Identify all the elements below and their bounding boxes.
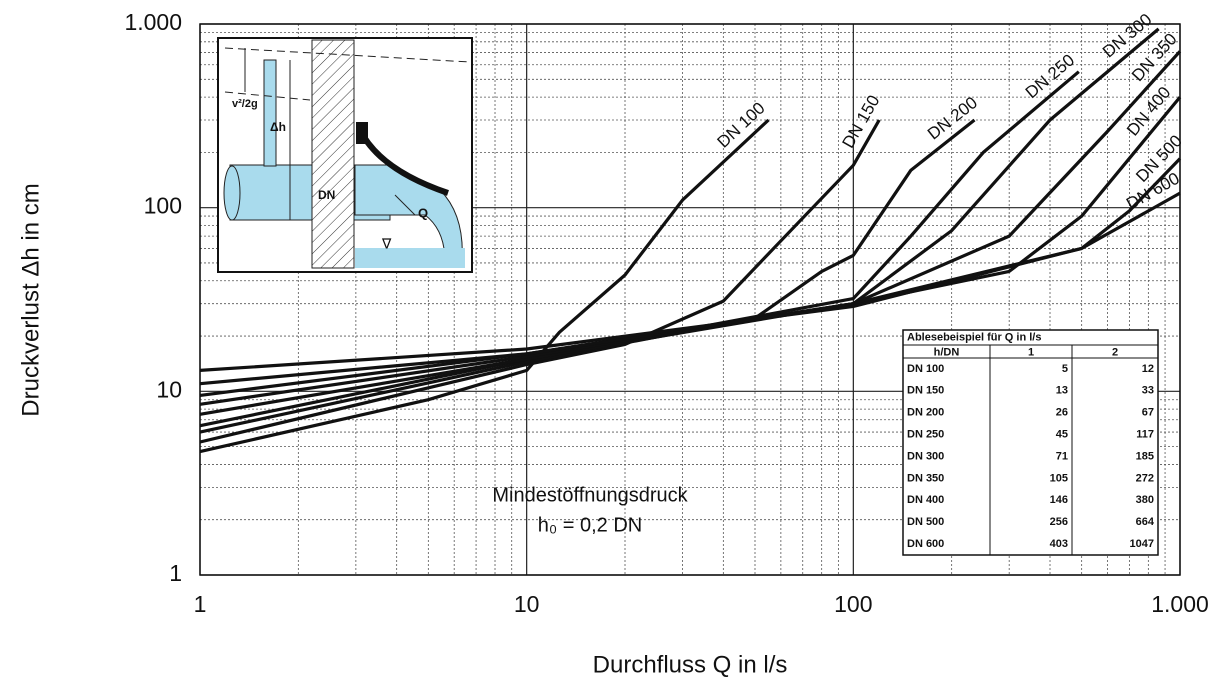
- table-cell: 272: [1136, 472, 1154, 484]
- inset-label: v²/2g: [232, 98, 258, 110]
- annotation: Mindestöffnungsdruck: [492, 484, 688, 506]
- table-cell: 185: [1136, 450, 1154, 462]
- table-cell: 12: [1142, 363, 1154, 375]
- table-cell: DN 100: [907, 363, 944, 375]
- table-cell: 67: [1142, 407, 1154, 419]
- table-cell: 403: [1050, 538, 1068, 550]
- inset-label: Q: [418, 205, 428, 220]
- inset-label: DN: [318, 188, 335, 202]
- inset-label: ∇: [381, 236, 392, 252]
- y-axis-label: Druckverlust Δh in cm: [17, 183, 44, 416]
- table-cell: DN 250: [907, 429, 944, 441]
- table-cell: 117: [1136, 429, 1154, 441]
- table-header: h/DN: [934, 346, 960, 358]
- table-cell: DN 350: [907, 472, 944, 484]
- table-cell: DN 600: [907, 538, 944, 550]
- table-cell: 71: [1056, 450, 1068, 462]
- table-title: Ablesebeispiel für Q in l/s: [907, 331, 1041, 343]
- y-tick-label: 1.000: [124, 9, 182, 35]
- table-header: 1: [1028, 346, 1034, 358]
- x-axis-label: Durchfluss Q in l/s: [593, 651, 788, 678]
- y-tick-label: 10: [156, 376, 182, 402]
- table-cell: 45: [1056, 429, 1068, 441]
- chart: Durchfluss Q in l/s Druckverlust Δh in c…: [0, 0, 1223, 686]
- table-cell: 105: [1050, 472, 1068, 484]
- table-cell: DN 200: [907, 407, 944, 419]
- table-cell: 13: [1056, 385, 1068, 397]
- table-cell: DN 300: [907, 450, 944, 462]
- x-tick-label: 10: [514, 591, 540, 617]
- table-cell: 664: [1136, 516, 1155, 528]
- table-cell: 380: [1136, 494, 1154, 506]
- y-tick-label: 100: [144, 193, 182, 219]
- x-tick-label: 1.000: [1151, 591, 1209, 617]
- x-tick-label: 100: [834, 591, 872, 617]
- annotation: h₀ = 0,2 DN: [538, 514, 642, 536]
- table-cell: 1047: [1130, 538, 1154, 550]
- table-cell: 146: [1050, 494, 1068, 506]
- table-cell: 256: [1050, 516, 1068, 528]
- x-tick-label: 1: [194, 591, 207, 617]
- table-cell: DN 150: [907, 385, 944, 397]
- table-cell: DN 500: [907, 516, 944, 528]
- table-cell: DN 400: [907, 494, 944, 506]
- table-cell: 26: [1056, 407, 1068, 419]
- table-cell: 33: [1142, 385, 1154, 397]
- inset-diagram: v²/2g Δh DN Q ∇: [218, 38, 472, 272]
- y-tick-label: 1: [169, 560, 182, 586]
- table-cell: 5: [1062, 363, 1068, 375]
- table-header: 2: [1112, 346, 1118, 358]
- inset-label: Δh: [270, 120, 286, 134]
